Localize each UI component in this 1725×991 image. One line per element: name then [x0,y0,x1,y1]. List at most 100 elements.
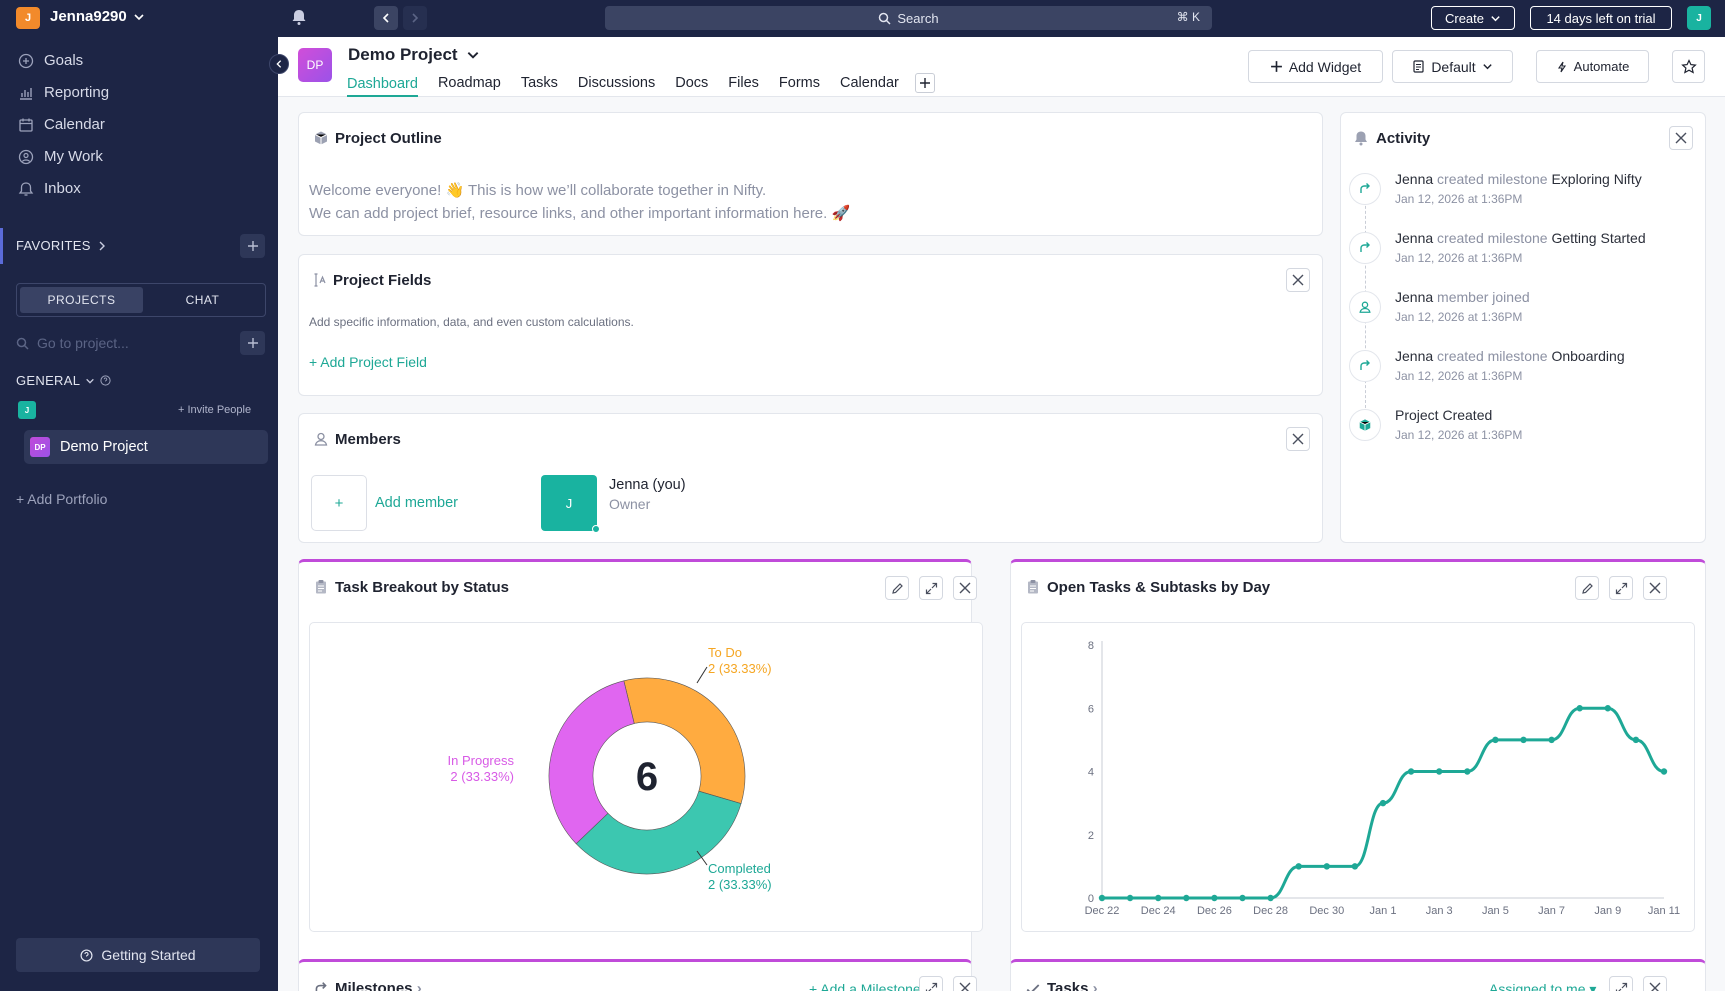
data-point[interactable] [1632,736,1640,744]
tab-files[interactable]: Files [728,75,759,91]
general-section-header[interactable]: GENERAL [16,373,111,388]
favorites-label: FAVORITES [16,238,91,253]
sidebar-item-reporting[interactable]: Reporting [18,84,109,101]
sidebar-project-demo[interactable]: DP Demo Project [24,430,268,464]
card-title[interactable]: Tasks › [1047,980,1098,991]
expand-button[interactable] [919,976,943,991]
back-button[interactable] [374,6,398,30]
sidebar-item-inbox[interactable]: Inbox [18,180,81,197]
close-button[interactable] [1643,576,1667,600]
tab-discussions[interactable]: Discussions [577,75,656,91]
data-point[interactable] [1126,894,1134,902]
donut-slice-in-progress[interactable] [548,680,635,845]
collapse-sidebar-button[interactable] [269,54,289,74]
data-point[interactable] [1464,768,1471,775]
tab-tasks[interactable]: Tasks [520,75,558,91]
data-point[interactable] [1295,863,1302,870]
activity-target[interactable]: Onboarding [1551,348,1625,364]
search-bar[interactable]: Search ⌘ K [605,6,1212,30]
data-point[interactable] [1492,736,1499,744]
close-button[interactable] [1669,126,1693,150]
data-point[interactable] [1267,894,1274,902]
activity-action: created milestone [1433,171,1552,187]
invite-people-link[interactable]: + Invite People [178,404,252,416]
member-avatar[interactable]: J [541,475,597,531]
data-point[interactable] [1436,768,1443,775]
activity-item: Jenna created milestone Getting Started … [1349,230,1699,280]
project-title-dropdown[interactable]: Demo Project [348,45,480,65]
tab-dashboard[interactable]: Dashboard [347,75,418,97]
automate-button[interactable]: Automate [1536,50,1649,83]
data-point[interactable] [1351,863,1359,870]
add-favorite-button[interactable] [240,234,265,258]
outline-text-line-1[interactable]: Welcome everyone! 👋 This is how we’ll co… [309,182,767,199]
sidebar-item-goals[interactable]: Goals [18,52,83,69]
data-point[interactable] [1183,894,1190,902]
data-point[interactable] [1576,705,1583,712]
close-button[interactable] [1286,268,1310,292]
top-bar: J Jenna9290 Search ⌘ K Create 14 days le… [0,0,1725,37]
donut-slice-to-do[interactable] [623,677,746,804]
outline-text-line-2[interactable]: We can add project brief, resource links… [309,205,851,222]
add-widget-button[interactable]: Add Widget [1248,50,1383,83]
favorites-header[interactable]: FAVORITES [16,238,107,253]
add-member-box[interactable]: + [311,475,367,531]
data-point[interactable] [1407,768,1415,775]
edit-button[interactable] [1575,576,1599,600]
data-point[interactable] [1379,799,1387,807]
donut-slice-completed[interactable] [575,790,742,875]
sidebar-item-my-work[interactable]: My Work [18,148,103,165]
card-title[interactable]: Milestones › [335,980,422,991]
notifications-bell-icon[interactable] [290,8,308,26]
close-button[interactable] [953,576,977,600]
add-tab-button[interactable] [914,73,935,93]
data-point[interactable] [1239,894,1246,902]
add-milestone-link[interactable]: + Add a Milestone [809,981,921,991]
tab-roadmap[interactable]: Roadmap [437,75,501,91]
activity-target[interactable]: Getting Started [1551,230,1646,246]
workspace-switcher[interactable]: Jenna9290 [50,8,145,25]
data-point[interactable] [1155,894,1162,902]
tab-calendar[interactable]: Calendar [840,75,899,91]
tab-projects[interactable]: PROJECTS [20,287,143,313]
workspace-avatar[interactable]: J [16,7,40,29]
data-point[interactable] [1660,768,1668,775]
default-view-dropdown[interactable]: Default [1392,50,1513,83]
add-member-link[interactable]: Add member [375,495,459,511]
getting-started-button[interactable]: Getting Started [16,938,260,972]
create-button[interactable]: Create [1431,6,1515,30]
favorite-star-button[interactable] [1672,50,1705,83]
member-name: Jenna (you) [609,477,686,493]
expand-button[interactable] [1609,976,1633,991]
data-point[interactable] [1211,894,1218,902]
goto-project-field[interactable]: Go to project... [16,335,129,351]
edit-button[interactable] [885,576,909,600]
sidebar-item-calendar[interactable]: Calendar [18,116,105,133]
data-point[interactable] [1323,863,1330,870]
expand-button[interactable] [1609,576,1633,600]
data-point[interactable] [1548,736,1555,744]
expand-button[interactable] [919,576,943,600]
close-button[interactable] [1643,976,1667,991]
trial-button[interactable]: 14 days left on trial [1530,6,1672,30]
close-button[interactable] [953,976,977,991]
data-point[interactable] [1520,736,1527,744]
user-avatar[interactable]: J [1687,6,1711,30]
forward-button[interactable] [403,6,427,30]
add-portfolio-link[interactable]: + Add Portfolio [16,491,108,507]
assigned-filter-label: Assigned to me [1489,981,1586,991]
member-avatar[interactable]: J [18,401,36,419]
add-project-field-link[interactable]: + Add Project Field [309,354,427,370]
help-icon[interactable] [100,375,111,386]
activity-target[interactable]: Exploring Nifty [1551,171,1642,187]
data-point[interactable] [1604,705,1611,712]
close-button[interactable] [1286,427,1310,451]
data-point[interactable] [1098,894,1106,902]
tab-chat[interactable]: CHAT [143,287,262,313]
tab-docs[interactable]: Docs [675,75,709,91]
tab-forms[interactable]: Forms [778,75,821,91]
add-project-button[interactable] [240,331,265,355]
member-role: Owner [609,496,651,512]
assigned-filter-dropdown[interactable]: Assigned to me ▾ [1489,981,1596,991]
chevron-down-icon [86,378,95,384]
